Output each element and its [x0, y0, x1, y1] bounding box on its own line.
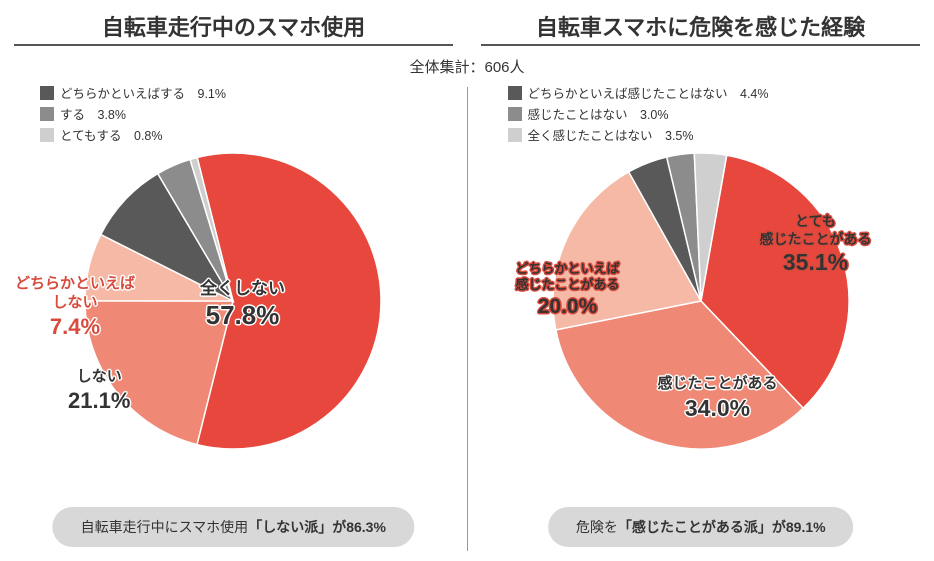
callout-label: 感じたことがある: [658, 375, 778, 394]
right-legend: どちらかといえば感じたことはない 4.4% 感じたことはない 3.0% 全く感じ…: [508, 83, 769, 146]
legend-row: 感じたことはない 3.0%: [508, 104, 769, 123]
callout-pct: 57.8%: [200, 299, 285, 332]
callout-pct: 7.4%: [15, 313, 135, 341]
panels-row: どちらかといえばする 9.1% する 3.8% とてもする 0.8% 全くしない…: [0, 83, 934, 561]
legend-swatch: [40, 86, 54, 100]
legend-label: 全く感じたことはない 3.5%: [528, 125, 694, 144]
left-legend: どちらかといえばする 9.1% する 3.8% とてもする 0.8%: [40, 83, 226, 146]
callout: どちらかといえば感じたことがある 20.0%: [516, 261, 620, 320]
legend-label: どちらかといえばする 9.1%: [60, 83, 226, 102]
legend-swatch: [40, 107, 54, 121]
legend-label: とてもする 0.8%: [60, 125, 163, 144]
legend-swatch: [40, 128, 54, 142]
right-panel: どちらかといえば感じたことはない 4.4% 感じたことはない 3.0% 全く感じ…: [468, 83, 934, 561]
left-title: 自転車走行中のスマホ使用: [14, 0, 453, 46]
legend-row: どちらかといえばする 9.1%: [40, 83, 226, 102]
legend-swatch: [508, 107, 522, 121]
callout: 全くしない 57.8%: [200, 278, 285, 332]
callout-label: しない: [68, 368, 130, 387]
legend-row: 全く感じたことはない 3.5%: [508, 125, 769, 144]
right-title: 自転車スマホに危険を感じた経験: [481, 0, 920, 46]
legend-label: 感じたことはない 3.0%: [528, 104, 669, 123]
callout: とても感じたことがある 35.1%: [760, 213, 872, 277]
legend-label: どちらかといえば感じたことはない 4.4%: [528, 83, 769, 102]
right-summary-pill: 危険を「感じたことがある派」が89.1%: [548, 507, 854, 547]
infographic-container: 自転車走行中のスマホ使用 自転車スマホに危険を感じた経験 全体集計：606人 ど…: [0, 0, 934, 561]
legend-swatch: [508, 128, 522, 142]
callout-label: とても感じたことがある: [760, 213, 872, 248]
legend-label: する 3.8%: [60, 104, 126, 123]
callout-pct: 34.0%: [658, 394, 778, 423]
legend-row: どちらかといえば感じたことはない 4.4%: [508, 83, 769, 102]
callout-pct: 20.0%: [516, 294, 620, 320]
callout-label: 全くしない: [200, 278, 285, 299]
left-panel: どちらかといえばする 9.1% する 3.8% とてもする 0.8% 全くしない…: [0, 83, 467, 561]
callout-label: どちらかといえばしない: [15, 275, 135, 313]
callout: 感じたことがある 34.0%: [658, 375, 778, 423]
titles-row: 自転車走行中のスマホ使用 自転車スマホに危険を感じた経験: [0, 0, 934, 46]
callout: しない 21.1%: [68, 368, 130, 414]
subheader: 全体集計：606人: [0, 46, 934, 83]
callout-pct: 35.1%: [760, 248, 872, 277]
callout: どちらかといえばしない 7.4%: [15, 275, 135, 340]
legend-row: とてもする 0.8%: [40, 125, 226, 144]
legend-row: する 3.8%: [40, 104, 226, 123]
callout-label: どちらかといえば感じたことがある: [516, 261, 620, 294]
left-summary-pill: 自転車走行中にスマホ使用「しない派」が86.3%: [53, 507, 414, 547]
callout-pct: 21.1%: [68, 387, 130, 415]
legend-swatch: [508, 86, 522, 100]
